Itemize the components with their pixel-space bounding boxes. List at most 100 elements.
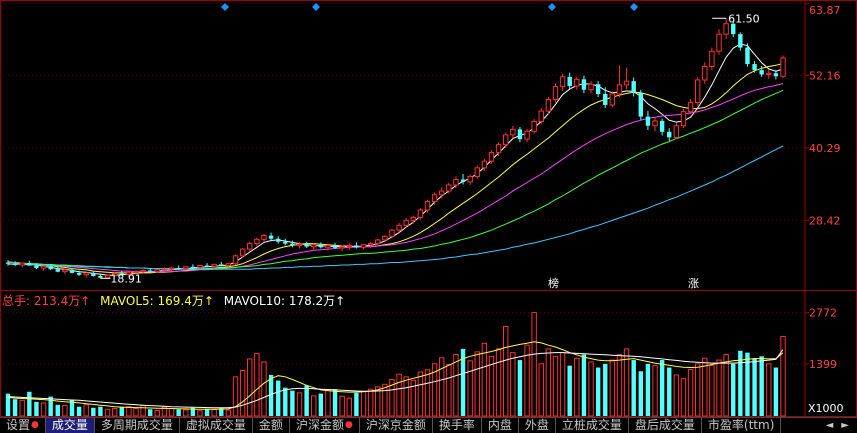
candle: [296, 242, 303, 249]
tab-6[interactable]: 沪深京金额: [360, 418, 433, 433]
tab-8[interactable]: 内盘: [482, 418, 519, 433]
candle-body: [154, 269, 161, 273]
tab-9[interactable]: 外盘: [519, 418, 556, 433]
candle: [731, 21, 736, 38]
tab-5[interactable]: 沪深金额●: [290, 418, 360, 433]
candle: [581, 75, 587, 94]
candle: [773, 70, 779, 80]
volume-bar: [283, 387, 288, 416]
volume-bar: [709, 365, 715, 417]
candle-body: [161, 268, 168, 271]
tab-0[interactable]: 设置●: [0, 418, 46, 433]
volume-bar: [567, 365, 572, 416]
candle: [574, 76, 580, 90]
high-annotation: 61.50: [728, 12, 760, 25]
tab-mark-icon: ●: [31, 420, 39, 430]
volume-bar: [176, 409, 181, 416]
volume-bar: [510, 352, 516, 417]
candle-body: [168, 267, 175, 270]
tab-10[interactable]: 立桩成交量: [556, 418, 629, 433]
candle: [311, 243, 317, 250]
volume-bar: [232, 376, 239, 417]
scroll-left-icon[interactable]: ◄: [825, 420, 834, 431]
candle-body: [83, 272, 89, 276]
candle-body: [488, 152, 495, 162]
candle-body: [659, 120, 665, 132]
candle-body: [652, 120, 658, 127]
candle-body: [559, 76, 566, 88]
candle-body: [474, 167, 480, 177]
volume-bar: [5, 393, 11, 416]
candle: [588, 81, 594, 94]
event-diamond-marker: [221, 3, 229, 11]
mavol10-line: [7, 349, 784, 409]
volume-bar: [190, 407, 196, 416]
volume-bar: [609, 359, 616, 417]
candle-body: [638, 92, 644, 117]
candle-body: [360, 244, 367, 248]
candle: [431, 192, 438, 205]
volume-bar: [98, 406, 103, 416]
candle: [410, 215, 416, 224]
tab-7[interactable]: 换手率: [433, 418, 482, 433]
candle: [318, 242, 324, 249]
tab-1[interactable]: 成交量: [45, 418, 95, 433]
candle-body: [694, 79, 701, 104]
candle-body: [219, 264, 224, 266]
candle-body: [40, 265, 47, 269]
candle-body: [745, 47, 750, 65]
candle-body: [581, 79, 587, 90]
volume-bar: [503, 326, 509, 417]
volume-bar: [69, 400, 75, 416]
candle-body: [609, 93, 616, 106]
volume-bar: [382, 383, 388, 417]
volume-bar: [531, 312, 537, 417]
candle: [367, 241, 374, 248]
candle-body: [410, 216, 416, 221]
tab-12[interactable]: 市盈率(ttm): [702, 418, 782, 433]
candle-body: [5, 262, 11, 264]
volume-bar: [652, 365, 658, 417]
tab-2[interactable]: 多周期成交量: [95, 418, 180, 433]
volume-bar: [290, 390, 295, 416]
candle: [603, 87, 608, 109]
candle: [652, 117, 658, 132]
volume-bar: [76, 406, 82, 416]
candle-body: [332, 245, 338, 248]
candle: [76, 270, 82, 276]
volume-bar: [354, 392, 359, 416]
candle-body: [247, 243, 253, 250]
tab-label: 金额: [258, 418, 283, 432]
event-diamond-marker: [312, 3, 320, 11]
candle: [403, 217, 409, 228]
volume-bar: [219, 408, 224, 416]
tab-4[interactable]: 金额: [253, 418, 290, 433]
candle-body: [780, 57, 786, 77]
tab-3[interactable]: 虚拟成交量: [180, 418, 253, 433]
tab-label: 沪深金额: [295, 418, 344, 432]
candle: [12, 261, 18, 267]
candle-body: [603, 93, 608, 105]
tab-11[interactable]: 盘后成交量: [629, 418, 702, 433]
tab-label: 立桩成交量: [561, 418, 622, 432]
candle: [261, 233, 267, 242]
candle-body: [503, 134, 509, 146]
candle-body: [588, 83, 594, 91]
volume-bar: [62, 405, 68, 417]
candle: [481, 158, 488, 171]
candle-body: [367, 243, 374, 246]
moving-average-line-ma2: [7, 63, 784, 274]
candle: [474, 165, 480, 179]
volume-bar: [268, 374, 274, 416]
candle: [738, 32, 743, 51]
volume-bar: [154, 409, 161, 417]
candle: [247, 241, 253, 251]
candle-body: [27, 263, 32, 266]
volume-bar: [83, 404, 89, 417]
volume-bar: [296, 392, 303, 417]
volume-bar: [367, 388, 374, 417]
volume-bar: [545, 348, 552, 417]
candle: [40, 265, 47, 271]
candle: [48, 264, 53, 270]
scroll-right-icon[interactable]: ►: [841, 420, 849, 431]
